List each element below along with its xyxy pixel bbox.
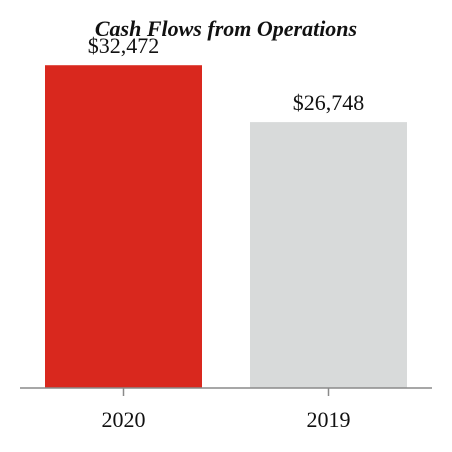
- chart-title: Cash Flows from Operations: [94, 16, 358, 41]
- value-label-2019: $26,748: [293, 90, 365, 115]
- bar-2020: [45, 65, 202, 388]
- bar-2019: [250, 122, 407, 389]
- value-label-2020: $32,472: [88, 33, 160, 58]
- x-tick-label-2020: 2020: [102, 407, 146, 432]
- x-tick-label-2019: 2019: [307, 407, 351, 432]
